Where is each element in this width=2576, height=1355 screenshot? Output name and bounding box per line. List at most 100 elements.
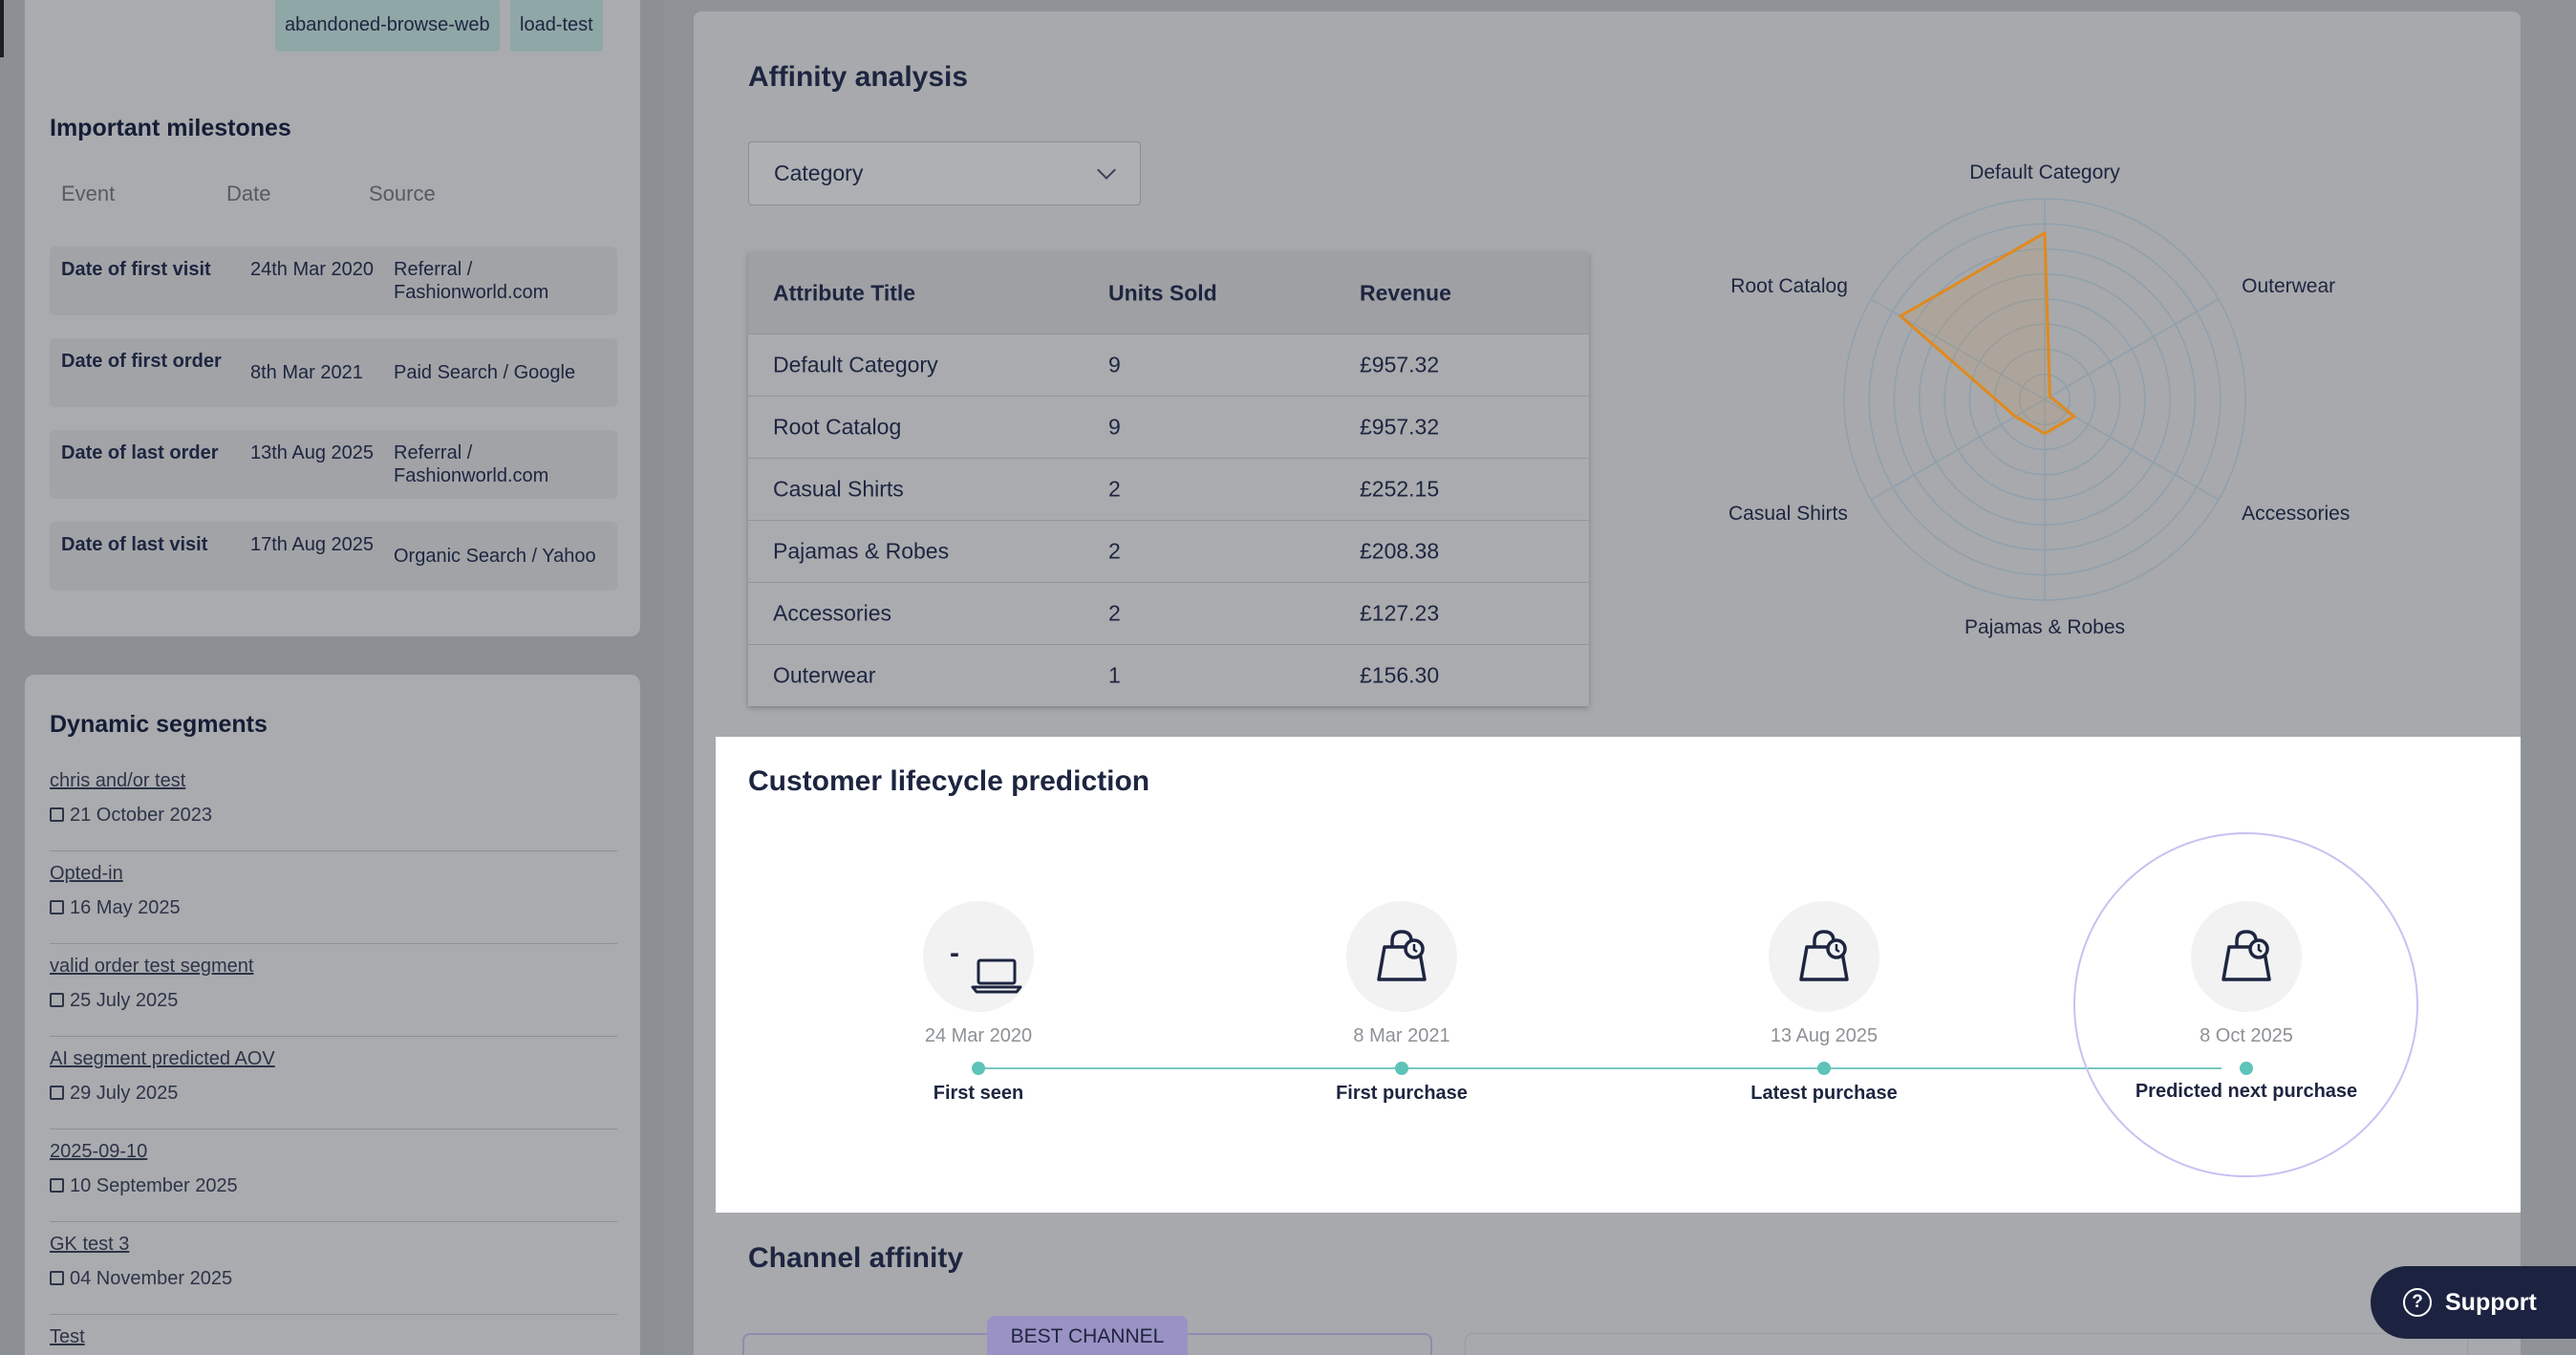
chevron-down-icon xyxy=(1097,161,1116,180)
help-icon: ? xyxy=(2403,1288,2432,1317)
stage-latest-purchase: 13 Aug 2025 Latest purchase xyxy=(1681,901,1967,1130)
milestones-header-event: Event xyxy=(61,182,116,205)
radar-axis-label: Outerwear xyxy=(2242,275,2335,297)
segment-date-text: 21 October 2023 xyxy=(70,805,212,826)
lifecycle-title: Customer lifecycle prediction xyxy=(748,765,1150,797)
attribute-dropdown[interactable]: Category xyxy=(748,141,1141,205)
segment-date-text: 29 July 2025 xyxy=(70,1083,179,1104)
milestone-event: Date of first visit xyxy=(61,259,211,280)
affinity-title: Affinity analysis xyxy=(748,61,969,93)
calendar-icon xyxy=(50,1086,64,1100)
header-units-sold: Units Sold xyxy=(1108,280,1217,305)
header-attribute-title: Attribute Title xyxy=(773,280,916,305)
segment-item: 2025-09-10 10 September 2025 xyxy=(50,1129,617,1222)
milestones-title: Important milestones xyxy=(50,115,291,141)
revenue-cell: £957.32 xyxy=(1360,414,1440,440)
table-header: Attribute Title Units Sold Revenue xyxy=(748,252,1589,333)
milestone-source: Referral / Fashionworld.com xyxy=(394,442,549,486)
radar-axis-label: Accessories xyxy=(2242,503,2350,525)
radar-series-polygon xyxy=(1899,231,2076,436)
segment-date: 25 July 2025 xyxy=(50,990,178,1012)
calendar-icon xyxy=(50,1178,64,1193)
timeline-dot xyxy=(2240,1062,2253,1075)
segments-title: Dynamic segments xyxy=(50,711,268,738)
laptop-icon: - xyxy=(923,901,1034,1012)
segment-date-text: 04 November 2025 xyxy=(70,1268,233,1289)
milestone-row: Date of first order 8th Mar 2021 Paid Se… xyxy=(50,338,617,407)
lifecycle-panel: Customer lifecycle prediction - 24 Mar 2… xyxy=(716,737,2521,1213)
milestone-event: Date of last order xyxy=(61,442,219,463)
calendar-icon xyxy=(50,993,64,1007)
segment-item: valid order test segment 25 July 2025 xyxy=(50,944,617,1037)
left-column: abandoned-browse-web load-test Important… xyxy=(0,0,664,1355)
milestone-row: Date of last visit 17th Aug 2025 Organic… xyxy=(50,522,617,591)
stage-predicted-next-purchase: 8 Oct 2025 Predicted next purchase xyxy=(2103,901,2390,1130)
milestone-event: Date of last visit xyxy=(61,534,208,555)
window-edge xyxy=(0,0,4,57)
timeline-line xyxy=(978,1067,2222,1069)
milestone-source: Organic Search / Yahoo xyxy=(394,546,596,567)
table-row: Outerwear 1 £156.30 xyxy=(748,644,1589,706)
best-channel-badge: BEST CHANNEL xyxy=(987,1316,1188,1355)
segment-link[interactable]: chris and/or test xyxy=(50,770,186,791)
segment-link[interactable]: AI segment predicted AOV xyxy=(50,1048,275,1069)
support-button[interactable]: ? Support xyxy=(2371,1266,2576,1339)
segment-date: 29 July 2025 xyxy=(50,1083,178,1105)
segment-item: GK test 3 04 November 2025 xyxy=(50,1222,617,1315)
stage-date: 8 Oct 2025 xyxy=(2200,1025,2293,1046)
segment-link[interactable]: 2025-09-10 xyxy=(50,1141,148,1162)
stage-date: 24 Mar 2020 xyxy=(924,1025,1033,1046)
stage-first-purchase: 8 Mar 2021 First purchase xyxy=(1258,901,1545,1130)
attribute-cell: Casual Shirts xyxy=(773,476,904,502)
shopping-bag-clock-icon xyxy=(2191,901,2302,1012)
segment-link[interactable]: Test xyxy=(50,1326,85,1347)
stage-label: First purchase xyxy=(1336,1083,1468,1104)
milestone-date: 8th Mar 2021 xyxy=(250,362,363,383)
milestones-card: abandoned-browse-web load-test Important… xyxy=(25,0,640,636)
revenue-cell: £957.32 xyxy=(1360,352,1440,377)
prediction-highlight-ring xyxy=(2073,832,2418,1177)
units-cell: 9 xyxy=(1108,352,1121,377)
segment-link[interactable]: GK test 3 xyxy=(50,1234,130,1255)
segment-date-text: 16 May 2025 xyxy=(70,897,181,918)
units-cell: 2 xyxy=(1108,538,1121,564)
units-cell: 2 xyxy=(1108,476,1121,502)
channel-card[interactable] xyxy=(1465,1333,2468,1355)
milestones-header-source: Source xyxy=(369,182,436,205)
shopping-bag-clock-icon xyxy=(1346,901,1457,1012)
segment-date: 10 September 2025 xyxy=(50,1175,238,1197)
dynamic-segments-card: Dynamic segments chris and/or test 21 Oct… xyxy=(25,675,640,1355)
table-row: Pajamas & Robes 2 £208.38 xyxy=(748,520,1589,582)
milestone-date: 24th Mar 2020 xyxy=(250,259,374,280)
affinity-radar-chart: Default Category Outerwear Accessories Paja… xyxy=(1728,161,2350,638)
segment-date: 16 May 2025 xyxy=(50,897,181,919)
segment-date-text: 25 July 2025 xyxy=(70,990,179,1011)
segment-link[interactable]: Opted-in xyxy=(50,863,123,884)
segment-item: Test xyxy=(50,1315,617,1355)
calendar-icon xyxy=(50,807,64,822)
radar-axis-label: Root Catalog xyxy=(1730,275,1848,297)
units-cell: 9 xyxy=(1108,414,1121,440)
revenue-cell: £208.38 xyxy=(1360,538,1440,564)
segment-item: Opted-in 16 May 2025 xyxy=(50,851,617,944)
table-row: Accessories 2 £127.23 xyxy=(748,582,1589,644)
stage-label: Latest purchase xyxy=(1750,1083,1898,1104)
revenue-cell: £252.15 xyxy=(1360,476,1440,502)
segment-date: 21 October 2023 xyxy=(50,805,212,827)
support-label: Support xyxy=(2445,1289,2537,1316)
affinity-table: Attribute Title Units Sold Revenue Defau… xyxy=(748,252,1589,706)
attribute-cell: Root Catalog xyxy=(773,414,902,440)
stage-date: 13 Aug 2025 xyxy=(1770,1025,1878,1046)
stage-date: 8 Mar 2021 xyxy=(1353,1025,1450,1046)
units-cell: 1 xyxy=(1108,662,1121,688)
dropdown-value: Category xyxy=(774,161,864,185)
radar-axis-label: Casual Shirts xyxy=(1728,503,1848,525)
segment-tag[interactable]: abandoned-browse-web xyxy=(275,0,500,52)
segment-link[interactable]: valid order test segment xyxy=(50,956,254,977)
attribute-cell: Default Category xyxy=(773,352,938,377)
stage-label: First seen xyxy=(933,1083,1024,1104)
segment-tag[interactable]: load-test xyxy=(510,0,603,52)
timeline-dot xyxy=(1817,1062,1831,1075)
channel-affinity-title: Channel affinity xyxy=(748,1242,964,1274)
units-cell: 2 xyxy=(1108,600,1121,626)
